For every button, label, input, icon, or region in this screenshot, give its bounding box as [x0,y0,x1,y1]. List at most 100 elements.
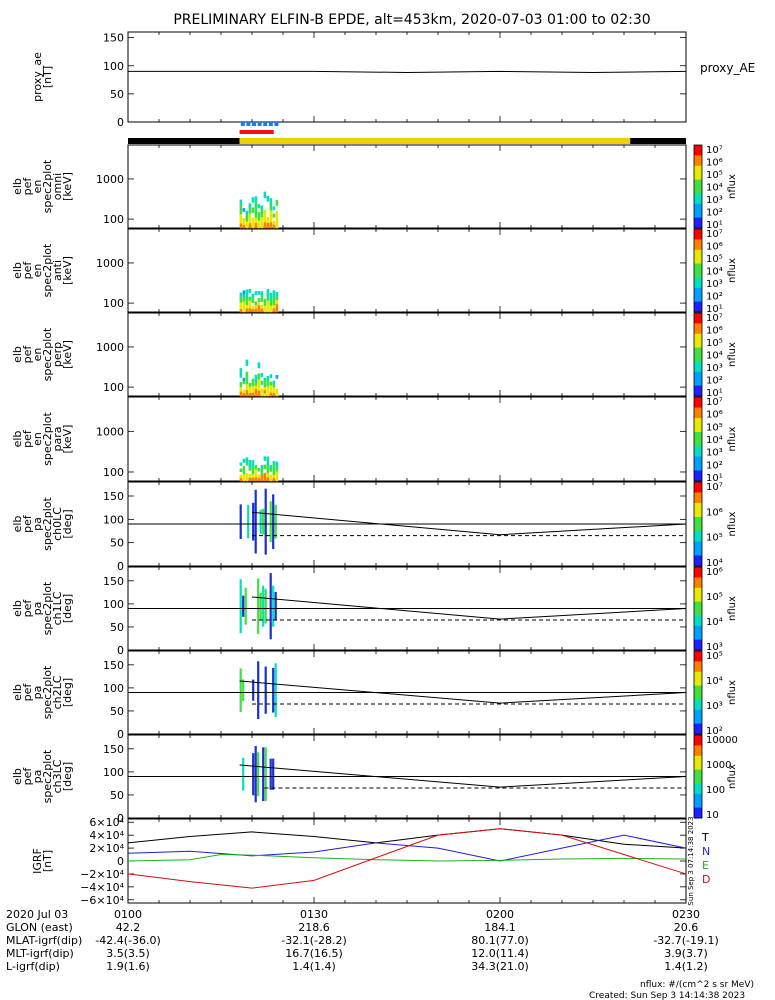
colorbar-swatch [694,183,702,187]
spectrogram-cell [248,459,252,464]
y-axis-label: pef [21,767,34,786]
colorbar-swatch [694,169,702,174]
pa-spectrogram-cell [252,679,255,701]
xaxis-row-value: -32.1(-28.2) [281,934,347,947]
colorbar-swatch [694,284,702,289]
y-tick-label: 50 [110,537,124,550]
spectrogram-cell [260,471,264,475]
spectrogram-cell [272,467,276,472]
colorbar-swatch [694,545,702,549]
spectrogram-cell [272,464,276,469]
proxy-ae-side-label: proxy_AE [700,61,755,75]
colorbar-swatch [694,229,702,233]
colorbar-swatch [694,298,702,303]
colorbar-swatch [694,520,702,525]
colorbar-swatch [694,639,702,644]
spectrogram-cell [275,295,279,301]
spectrogram-cell [245,304,249,309]
spectrogram-cell [248,296,252,301]
spectrogram-cell [248,288,252,294]
colorbar-swatch [694,562,702,567]
colorbar-swatch [694,361,702,366]
spectrogram-cell [254,196,258,202]
spectrogram-cell [272,380,276,385]
spectrogram-cell [245,371,249,379]
spectrogram-cell [260,305,264,309]
y-axis-label: [keV] [61,340,74,369]
spectrogram-cell [251,378,255,383]
spectrogram-cell [257,212,261,217]
colorbar-tick-label: 10⁴ [706,183,723,194]
colorbar-tick-label: 10 [706,810,719,821]
colorbar-swatch [694,235,702,240]
colorbar-swatch [694,470,702,475]
pa-spectrogram-cell [242,595,245,617]
spectrogram-cell [272,224,276,229]
colorbar-swatch [694,158,702,163]
pa-spectrogram-pa_ch2 [128,661,687,720]
colorbar-swatch [694,755,702,760]
y-axis-label: spec2plot [41,749,54,803]
orbit-bar-dark [128,138,240,144]
spectrogram-cell [242,308,246,313]
spectrogram-cell [254,212,258,218]
colorbar-tick-label: 10⁶ [706,507,723,518]
science-zone-bar [239,130,274,134]
xaxis-row-value: 20.6 [674,921,699,934]
y-axis-label: elb [11,262,24,279]
spectrogram-cell [248,382,252,387]
colorbar-swatch [694,745,702,750]
colorbar-swatch [694,675,702,680]
spectrogram-cell [266,288,270,294]
y-tick-label: 100 [103,466,124,479]
colorbar-tick-label: 10⁵ [706,422,723,433]
xaxis-row-value: 1.4(1.2) [664,960,708,973]
xaxis-row-value: 16.7(16.5) [285,947,343,960]
y-axis-label: en [31,180,44,194]
footer-units: nflux: #/(cm^2 s sr MeV) [640,980,754,990]
colorbar-swatch [694,601,702,606]
colorbar-swatch [694,432,702,436]
panel-frame-en_spec_perp [127,312,687,397]
colorbar-tick-label: 10³ [706,448,723,459]
colorbar-swatch [694,242,702,247]
colorbar-swatch [694,741,702,746]
colorbar-tick-label: 10⁴ [706,267,723,278]
colorbar-swatch [694,270,702,275]
colorbar-swatch [694,797,702,802]
y-axis-label: en [31,348,44,362]
spectrogram-cell [263,215,267,223]
pa-spectrogram-cell [252,502,255,541]
orbit-bar-sunlit [239,138,631,144]
colorbar-swatch [694,333,702,338]
colorbar-swatch [694,407,702,412]
colorbar-frame [693,396,703,482]
colorbar-swatch [694,186,702,191]
spectrogram-cell [242,477,246,482]
colorbar-swatch [694,783,702,788]
spectrogram-cell [245,477,249,482]
colorbar-swatch [694,559,702,563]
colorbar-swatch [694,730,702,735]
y-tick-label: 0 [117,855,124,868]
spectrogram-cell [245,300,249,305]
colorbar-tick-label: 10⁵ [706,170,723,181]
colorbar-swatch [694,552,702,556]
spectrogram-cell [257,468,261,472]
spectrogram-cell [251,293,255,297]
spectrogram-cell [260,388,264,393]
y-tick-label: 1000 [96,425,124,438]
spectrogram-cell [248,386,252,390]
spectrogram-cell [269,302,273,306]
spectrogram-cell [257,379,261,386]
colorbar-swatch [694,713,702,718]
pa-spectrogram-cell [239,668,242,712]
colorbar-tick-label: 10³ [706,363,723,374]
igrf-legend-D: D [702,873,710,886]
y-axis-label: elb [11,346,24,363]
colorbar-swatch [694,790,702,795]
proxy-ae-line [128,70,687,74]
spectrogram-en_spec_omni [239,191,279,229]
colorbar-swatch [694,482,702,486]
colorbar-swatch [694,695,702,700]
